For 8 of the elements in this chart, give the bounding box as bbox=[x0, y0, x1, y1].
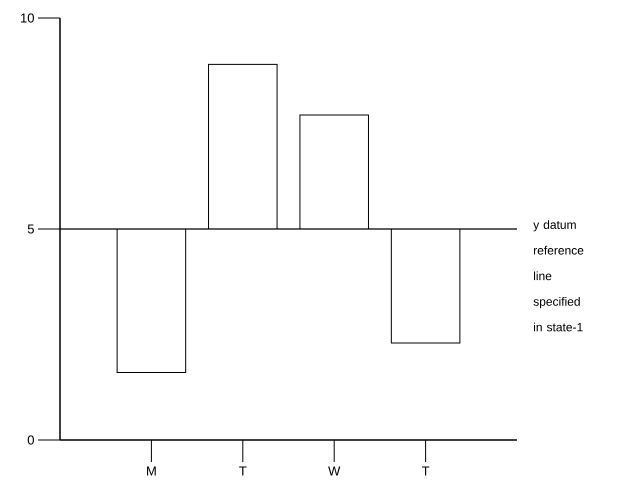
y-tick-label: 0 bbox=[28, 435, 34, 445]
x-tick-label: T bbox=[422, 466, 430, 476]
y-tick-label: 10 bbox=[20, 13, 34, 23]
y-tick-label: 5 bbox=[28, 224, 34, 234]
x-tick-label: M bbox=[147, 466, 156, 476]
text: y datum reference line specified in state-1 bbox=[533, 220, 584, 332]
x-tick-label: T bbox=[239, 466, 246, 476]
x-tick-label: W bbox=[328, 466, 340, 476]
